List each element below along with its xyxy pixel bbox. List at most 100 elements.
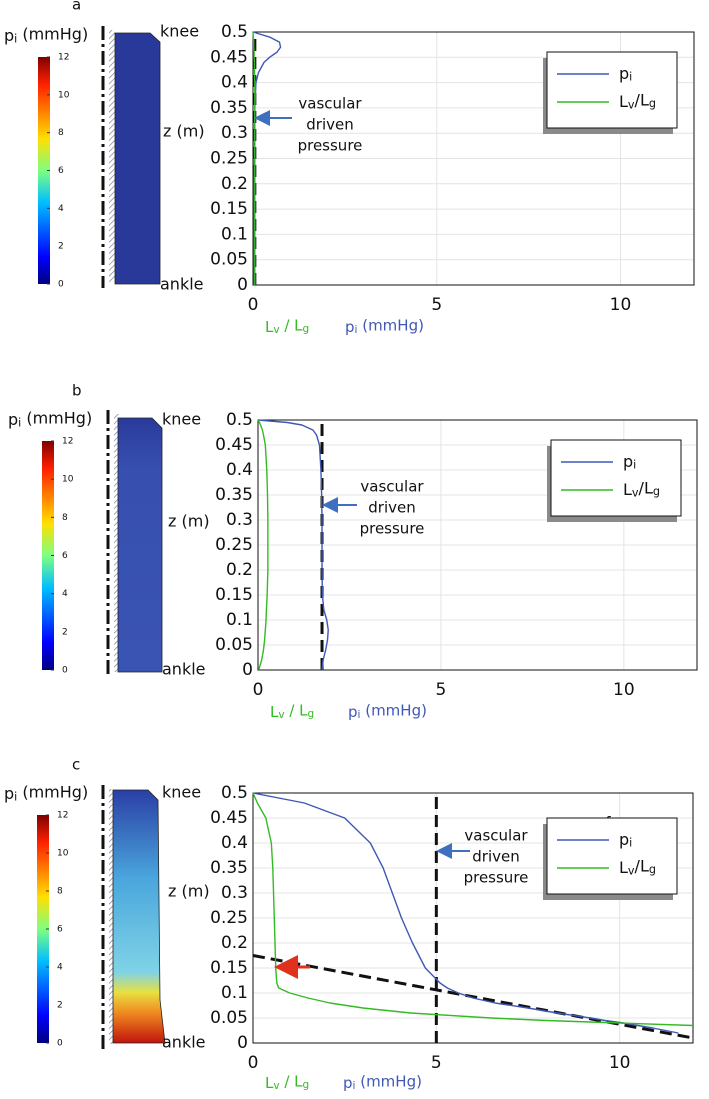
colorbar-tick-label: 12 (57, 811, 68, 821)
y-tick-label: 0.35 (215, 485, 253, 505)
colorbar-tick-label: 6 (57, 925, 63, 935)
y-tick-label: 0.2 (221, 174, 248, 194)
colorbar-tick-label: 4 (58, 204, 64, 214)
text-part: i (353, 1080, 356, 1092)
text-part: i (14, 32, 17, 45)
y-tick-label: 0.15 (210, 958, 248, 978)
leg-tissue (117, 417, 163, 673)
text-part: g (303, 1079, 310, 1091)
bottom-label: ankle (162, 1033, 206, 1052)
colorbar-tick-label: 8 (58, 128, 64, 138)
x-tick-label: 5 (431, 1053, 442, 1073)
bottom-label: ankle (160, 275, 204, 294)
text-part: p (623, 452, 633, 471)
text-part: v (273, 324, 279, 336)
text-part: (mmHg) (357, 316, 424, 334)
text-part: g (303, 323, 310, 335)
annotation: driven (306, 116, 353, 134)
text-part: p (343, 1074, 353, 1092)
text-part: i (14, 790, 17, 803)
colorbar-tick-label: 12 (58, 53, 69, 63)
x-axis-label: pi (mmHg) (345, 316, 424, 336)
y-tick-label: 0.3 (221, 123, 248, 143)
x-tick-label: 0 (248, 1053, 259, 1073)
y-tick-label: 0.25 (215, 535, 253, 555)
y-tick-label: 0.05 (210, 1008, 248, 1028)
text-part: v (273, 1080, 279, 1092)
y-axis-label: z (m) (163, 122, 205, 141)
y-tick-label: 0.05 (210, 250, 248, 270)
colorbar-tick-label: 6 (58, 166, 64, 176)
colorbar-tick-label: 10 (58, 90, 70, 100)
text-part: (mmHg) (17, 24, 88, 43)
text-part: L (265, 318, 274, 336)
colorbar-tick-label: 12 (62, 437, 73, 447)
x-tick-label: 10 (613, 680, 635, 700)
text-part: v (628, 864, 635, 877)
colorbar-title: pi (mmHg) (4, 24, 88, 45)
annotation: vascular (464, 827, 528, 845)
y-tick-label: 0.5 (221, 783, 248, 803)
plot-frame (257, 419, 698, 671)
y-tick-label: 0 (237, 275, 248, 295)
y-tick-label: 0.05 (215, 635, 253, 655)
y-tick-label: 0.15 (210, 199, 248, 219)
text-part: v (632, 486, 639, 499)
legend-label: Lv/Lg (623, 478, 660, 499)
plot-frame (252, 792, 694, 1044)
x-tick-label: 10 (609, 1053, 631, 1073)
y-tick-label: 0.25 (210, 908, 248, 928)
colorbar-tick-label: 0 (58, 280, 64, 290)
y-tick-label: 0.4 (221, 73, 248, 93)
x-axis-label: Lv / Lg (265, 1072, 309, 1092)
text-part: i (629, 70, 632, 83)
y-tick-label: 0.45 (210, 47, 248, 67)
text-part: L (619, 92, 628, 111)
text-part: v (278, 709, 284, 721)
reference-line (252, 954, 694, 1040)
colorbar (42, 441, 54, 670)
y-tick-label: 0.4 (221, 833, 248, 853)
x-axis-label: Lv / Lg (265, 316, 309, 336)
legend (546, 51, 678, 129)
text-part: g (308, 708, 315, 720)
colorbar-tick-label: 8 (62, 513, 68, 523)
top-label: knee (162, 783, 201, 802)
top-label: knee (162, 410, 201, 429)
colorbar-tick-label: 6 (62, 551, 68, 561)
y-tick-label: 0.3 (226, 510, 253, 530)
y-tick-label: 0.2 (226, 560, 253, 580)
series-line (257, 419, 269, 671)
text-part: i (629, 836, 632, 849)
annotation: vascular (298, 95, 362, 113)
panel-label: a (72, 0, 81, 14)
x-tick-label: 10 (610, 295, 632, 315)
y-axis-label: z (m) (168, 512, 210, 531)
y-tick-label: 0.15 (215, 585, 253, 605)
text-part: g (649, 863, 656, 876)
x-tick-label: 5 (436, 680, 447, 700)
text-part: /L (635, 856, 649, 875)
legend-label: Lv/Lg (619, 90, 656, 111)
skin-hatch (109, 30, 115, 282)
y-tick-label: 0.1 (226, 610, 253, 630)
text-part: i (633, 458, 636, 471)
bottom-label: ankle (162, 660, 206, 679)
annotation: driven (472, 848, 519, 866)
text-part: (mmHg) (21, 408, 92, 427)
y-tick-label: 0.35 (210, 858, 248, 878)
series-line (252, 31, 256, 285)
y-tick-label: 0.45 (215, 435, 253, 455)
colorbar-tick-label: 10 (57, 849, 69, 859)
text-part: i (355, 324, 358, 336)
text-part: p (619, 64, 629, 83)
text-part: (mmHg) (355, 1072, 422, 1090)
leg-tissue (114, 32, 161, 285)
y-tick-label: 0.1 (221, 224, 248, 244)
series-line (252, 31, 282, 285)
colorbar-tick-label: 8 (57, 887, 63, 897)
colorbar (38, 57, 50, 284)
colorbar-title: pi (mmHg) (8, 408, 92, 429)
y-tick-label: 0.3 (221, 883, 248, 903)
x-axis-label: pi (mmHg) (348, 701, 427, 721)
